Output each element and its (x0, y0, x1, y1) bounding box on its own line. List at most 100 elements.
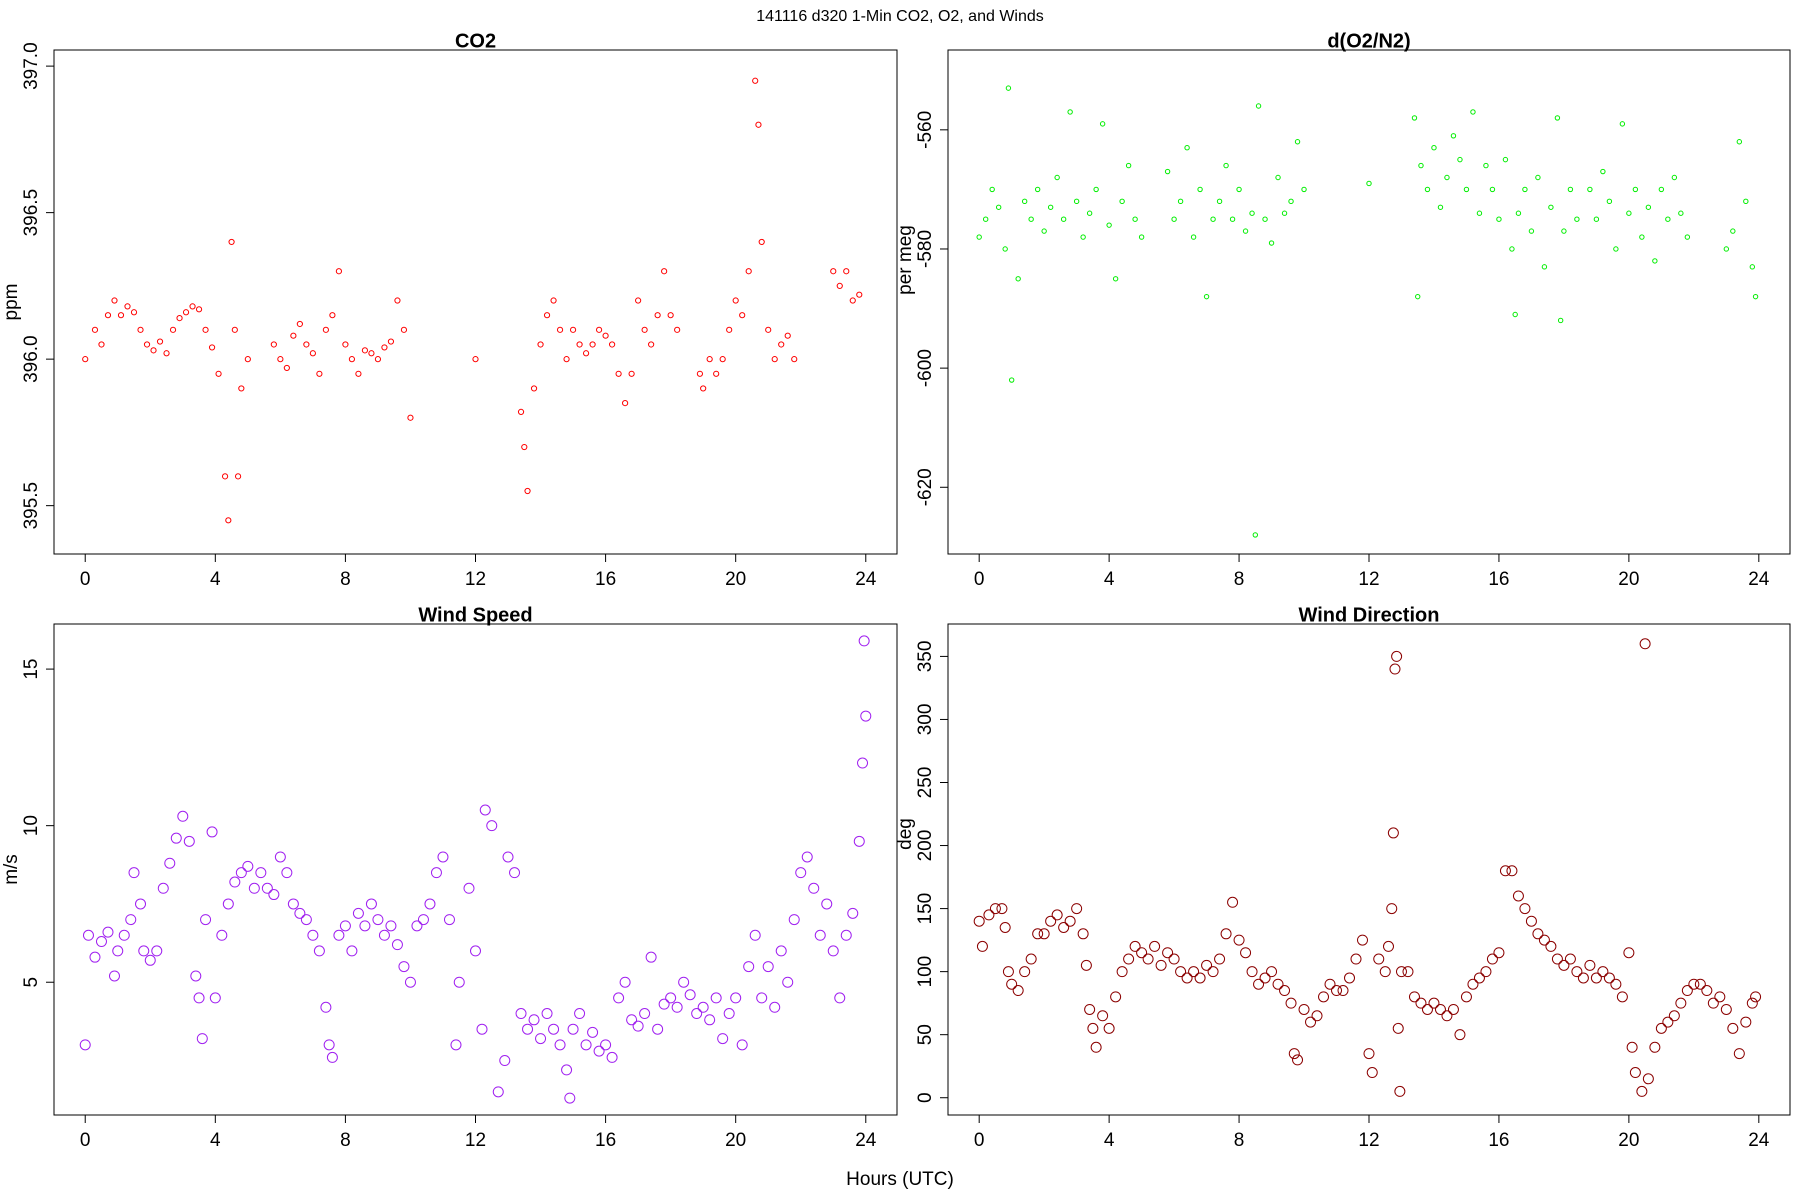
point (1073, 198, 1080, 205)
point (1606, 198, 1613, 205)
point (104, 312, 112, 319)
point (1402, 966, 1414, 978)
point (1318, 991, 1330, 1003)
point (1216, 198, 1223, 205)
y-axis-label: deg (895, 818, 916, 850)
point (606, 1051, 618, 1063)
point (537, 341, 544, 348)
point (1034, 186, 1041, 193)
point (1019, 966, 1031, 978)
panel-title: Wind Direction (1299, 604, 1440, 626)
point (1149, 940, 1161, 952)
point (857, 757, 869, 769)
point (1099, 121, 1106, 127)
x-tick-label: 4 (1104, 1130, 1115, 1151)
point (1577, 972, 1589, 984)
point (580, 1039, 592, 1051)
point (118, 929, 130, 941)
point (1493, 947, 1505, 959)
point (543, 312, 551, 319)
x-tick-label: 4 (210, 1130, 221, 1151)
point (163, 350, 170, 357)
point (976, 234, 982, 240)
point (157, 882, 169, 894)
x-tick-label: 0 (80, 569, 91, 590)
point (632, 1020, 644, 1032)
point (1506, 865, 1518, 877)
y-tick-label: 350 (915, 641, 936, 673)
point (209, 992, 221, 1004)
point (1652, 258, 1658, 264)
point (745, 268, 752, 275)
x-tick-label: 16 (1488, 569, 1509, 590)
y-tick-label: 150 (915, 893, 936, 925)
y-tick-label: -580 (915, 230, 936, 268)
point (1125, 162, 1132, 169)
point (374, 356, 382, 363)
y-tick-label: 396.0 (21, 335, 42, 383)
point (274, 851, 286, 863)
point (827, 945, 839, 957)
point (143, 341, 151, 348)
point (635, 297, 642, 304)
point (1214, 953, 1226, 965)
point (645, 951, 657, 963)
point (1626, 210, 1632, 216)
point (973, 915, 985, 927)
point (1668, 1010, 1680, 1022)
point (268, 889, 280, 901)
point (281, 867, 293, 879)
point (1457, 156, 1463, 163)
point (1467, 978, 1479, 990)
point (355, 370, 362, 377)
point (196, 1033, 208, 1045)
point (1519, 903, 1531, 915)
x-tick-label: 8 (340, 569, 351, 590)
point (1574, 216, 1580, 222)
point (791, 356, 798, 363)
point (995, 204, 1002, 210)
point (1463, 186, 1470, 193)
point (989, 186, 995, 193)
point (821, 898, 833, 910)
point (602, 332, 609, 339)
point (1201, 959, 1213, 971)
point (1060, 216, 1067, 222)
point (82, 929, 94, 941)
point (1707, 997, 1719, 1009)
point (1382, 940, 1394, 952)
point (1629, 1067, 1641, 1079)
point (177, 810, 189, 822)
point (322, 326, 329, 333)
point (615, 370, 622, 377)
point (329, 312, 336, 319)
point (1266, 966, 1278, 978)
point (626, 1014, 638, 1026)
point (176, 315, 183, 322)
point (1408, 991, 1420, 1003)
point (1207, 966, 1219, 978)
point (98, 341, 105, 348)
point (628, 370, 635, 377)
point (1632, 186, 1639, 193)
point (697, 1001, 709, 1013)
point (1110, 991, 1122, 1003)
point (1743, 198, 1749, 205)
point (1561, 228, 1567, 234)
x-tick-label: 0 (80, 1130, 91, 1151)
point (1087, 1022, 1099, 1034)
point (1431, 145, 1437, 151)
point (222, 898, 234, 910)
point (765, 326, 772, 333)
point (235, 867, 247, 879)
point (1639, 638, 1651, 650)
point (1424, 186, 1431, 193)
point (589, 341, 596, 348)
point (665, 992, 677, 1004)
point (856, 291, 863, 298)
point (108, 970, 120, 982)
point (648, 341, 655, 348)
point (1701, 985, 1713, 997)
point (1190, 234, 1197, 240)
